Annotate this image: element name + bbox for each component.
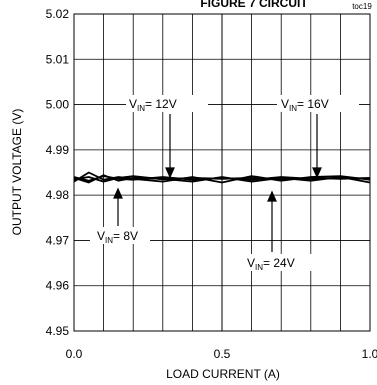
x-axis-title: LOAD CURRENT (A) [166,367,280,381]
arrowhead-16v [312,167,322,179]
x-tick-label: 0.5 [214,347,231,361]
y-tick-labels: 4.95 4.96 4.97 4.98 4.99 5.00 5.01 5.02 [46,7,70,338]
x-tick-label: 1.0 [362,347,377,361]
y-tick-label: 5.02 [46,7,70,21]
label-bg-8v [90,227,150,244]
y-tick-label: 5.01 [46,52,70,66]
y-tick-label: 4.98 [46,188,70,202]
series-line-vin-16v [73,171,371,184]
annotation-arrows [113,114,322,252]
series-lines [73,171,371,184]
figure-code: toc19 [352,2,372,11]
series-line-vin-24v [73,174,371,184]
grid-lines [74,14,370,331]
y-tick-label: 4.95 [46,324,70,338]
label-bg-12v [126,95,208,112]
y-tick-label: 4.96 [46,279,70,293]
y-tick-label: 4.99 [46,143,70,157]
label-bg-24v [244,254,312,271]
annotation-labels: VIN= 12V VIN= 16V VIN= 8V VIN= 24V [90,95,359,272]
arrowhead-8v [113,187,123,199]
y-tick-label: 4.97 [46,233,70,247]
y-tick-label: 5.00 [46,98,70,112]
arrowhead-24v [267,190,277,202]
chart-title: FIGURE 7 CIRCUIT [200,0,308,10]
x-tick-labels: 0.0 0.5 1.0 [66,347,377,361]
vin-12v-label: VIN= 12V [129,97,177,113]
vin-24v-label: VIN= 24V [247,256,295,272]
vin-16v-label: VIN= 16V [281,97,329,113]
vin-8v-label: VIN= 8V [97,229,138,245]
label-bg-16v [277,95,359,112]
x-tick-label: 0.0 [66,347,83,361]
y-axis-title: OUTPUT VOLTAGE (V) [10,109,24,236]
plot-frame [73,13,371,332]
arrowhead-12v [165,167,175,179]
